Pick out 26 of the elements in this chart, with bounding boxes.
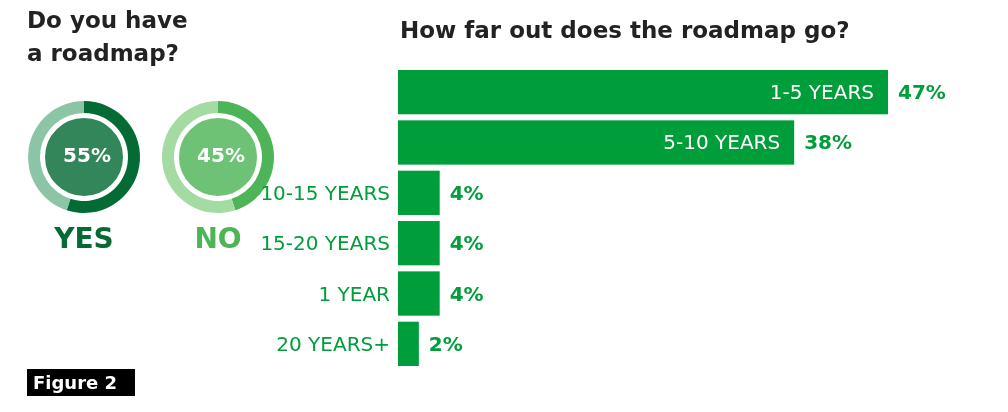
data-label: 47% <box>898 80 946 105</box>
slice-label: NO <box>194 222 242 255</box>
data-label: 4% <box>449 180 484 205</box>
data-label: 4% <box>449 231 484 256</box>
bar <box>398 170 440 215</box>
y-tick-label: 20 YEARS+ <box>276 331 390 356</box>
data-label: 38% <box>804 130 853 155</box>
chart-title: Do you have a roadmap? <box>27 7 188 66</box>
bar <box>398 221 440 266</box>
chart-title: How far out does the roadmap go? <box>400 17 850 43</box>
donut-slice <box>66 101 140 213</box>
y-tick-label: 1 YEAR <box>318 281 391 306</box>
slice-label: YES <box>53 222 114 255</box>
data-label: 45% <box>197 143 245 167</box>
data-label: 4% <box>449 281 484 306</box>
data-label: 55% <box>63 143 111 167</box>
y-tick-label: 5-10 YEARS <box>663 130 781 155</box>
bar <box>398 271 440 316</box>
bar <box>398 321 419 366</box>
y-tick-label: 1-5 YEARS <box>769 80 874 105</box>
caption: Figure 2 <box>33 372 118 393</box>
bar <box>398 120 795 165</box>
bar <box>398 70 888 115</box>
y-tick-label: 10-15 YEARS <box>260 180 390 205</box>
data-label: 2% <box>428 331 463 356</box>
y-tick-label: 15-20 YEARS <box>260 231 390 256</box>
